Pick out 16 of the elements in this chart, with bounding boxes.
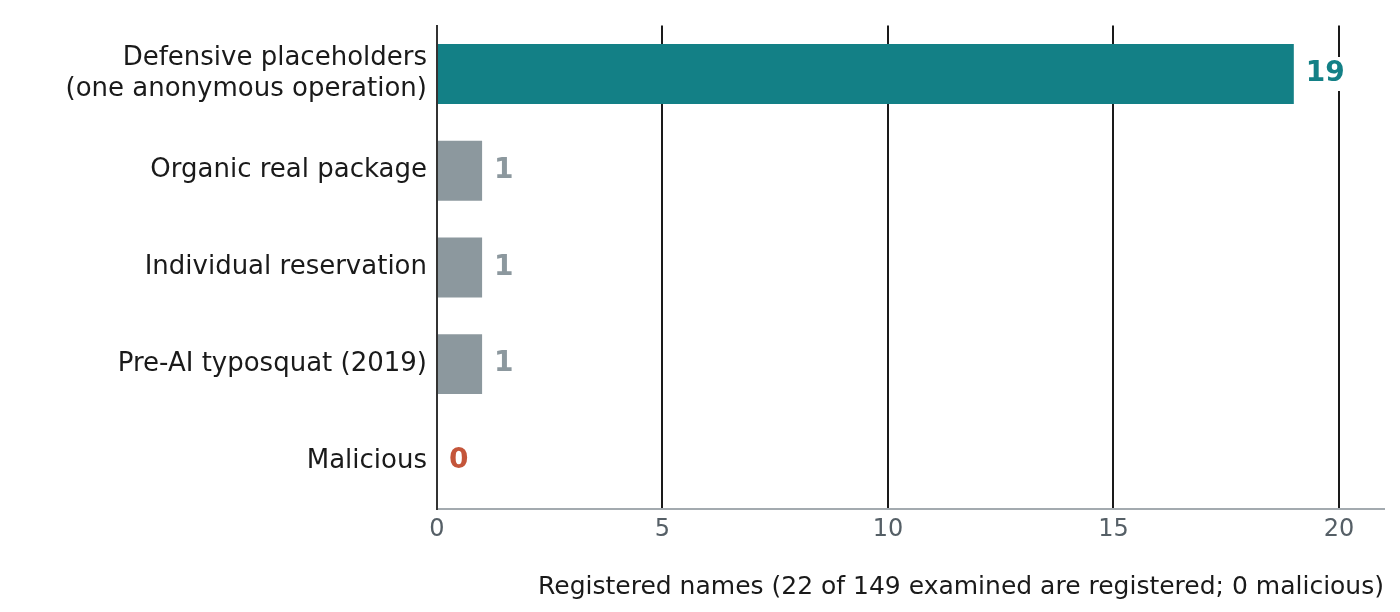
x-tick-label: 0 <box>429 513 445 542</box>
x-axis-title: Registered names (22 of 149 examined are registered; 0 malicious) <box>538 570 1384 600</box>
data-label: 0 <box>449 442 469 476</box>
y-tick-label: Pre-AI typosquat (2019) <box>117 346 427 377</box>
y-tick-label: Defensive placeholders (one anonymous operation) <box>65 41 427 103</box>
x-tick-label: 15 <box>1098 513 1129 542</box>
x-tick-label: 10 <box>872 513 904 542</box>
data-label: 1 <box>494 151 514 185</box>
data-label: 1 <box>494 345 514 379</box>
x-tick-label: 20 <box>1323 513 1355 542</box>
data-label: 1 <box>494 248 514 282</box>
y-tick-label: Malicious <box>306 443 427 474</box>
data-label: 19 <box>1305 55 1345 89</box>
x-tick-label: 5 <box>654 513 671 542</box>
y-tick-label: Organic real package <box>150 153 427 184</box>
y-tick-label: Individual reservation <box>144 250 427 281</box>
